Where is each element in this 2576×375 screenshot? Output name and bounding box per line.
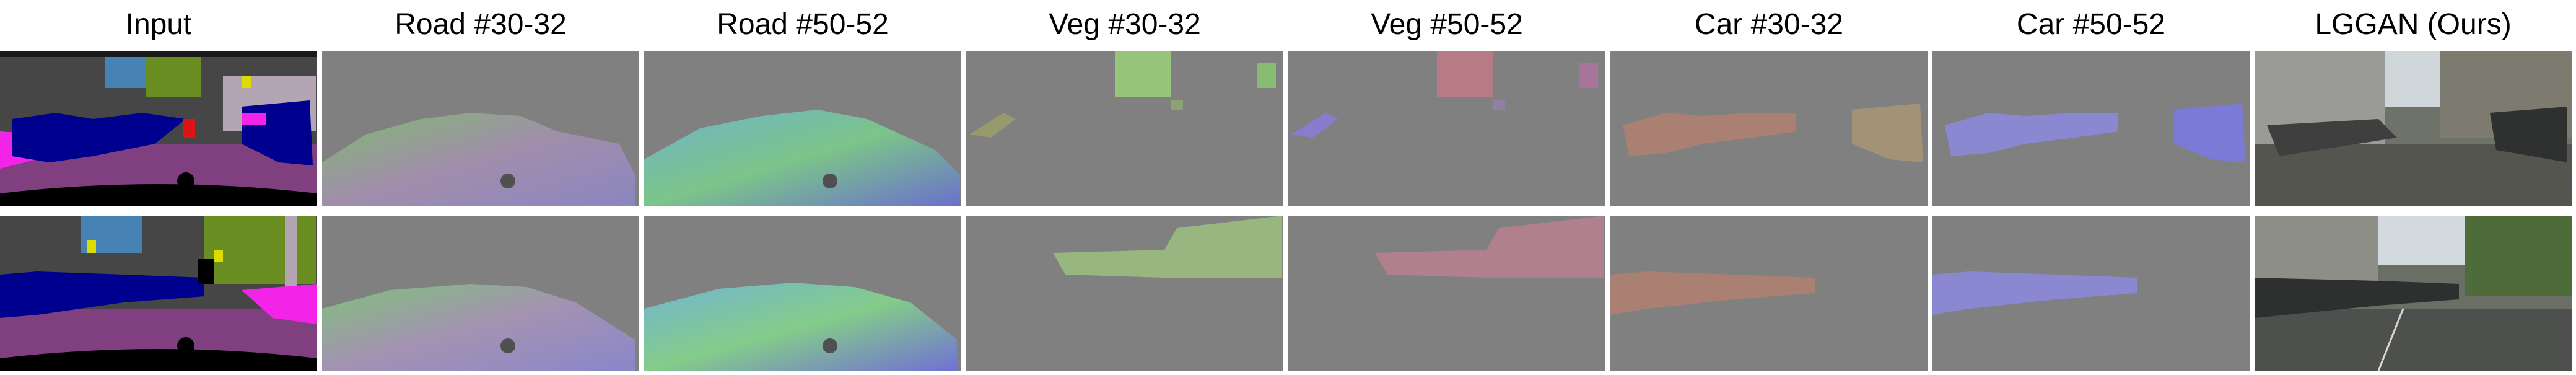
generated-image-1 <box>2255 51 2572 206</box>
feature-car-30-32-1 <box>1610 51 1928 206</box>
generated-image-2 <box>2255 216 2572 371</box>
feature-road-50-52-2 <box>644 216 961 371</box>
header-road-50-52: Road #50-52 <box>717 8 889 41</box>
header-input: Input <box>125 8 192 41</box>
input-semantic-map-2 <box>0 216 317 371</box>
feature-veg-50-52-2 <box>1288 216 1605 371</box>
header-lggan-ours: LGGAN (Ours) <box>2315 8 2512 41</box>
feature-road-30-32-1 <box>322 51 639 206</box>
feature-veg-30-32-1 <box>966 51 1283 206</box>
feature-road-50-52-1 <box>644 51 961 206</box>
header-veg-30-32: Veg #30-32 <box>1049 8 1201 41</box>
feature-veg-50-52-1 <box>1288 51 1605 206</box>
feature-veg-30-32-2 <box>966 216 1283 371</box>
input-semantic-map-1 <box>0 51 317 206</box>
feature-car-50-52-1 <box>1932 51 2250 206</box>
feature-car-50-52-2 <box>1932 216 2250 371</box>
header-car-30-32: Car #30-32 <box>1694 8 1844 41</box>
header-car-50-52: Car #50-52 <box>2016 8 2166 41</box>
header-road-30-32: Road #30-32 <box>395 8 567 41</box>
feature-road-30-32-2 <box>322 216 639 371</box>
header-veg-50-52: Veg #50-52 <box>1371 8 1523 41</box>
feature-car-30-32-2 <box>1610 216 1928 371</box>
